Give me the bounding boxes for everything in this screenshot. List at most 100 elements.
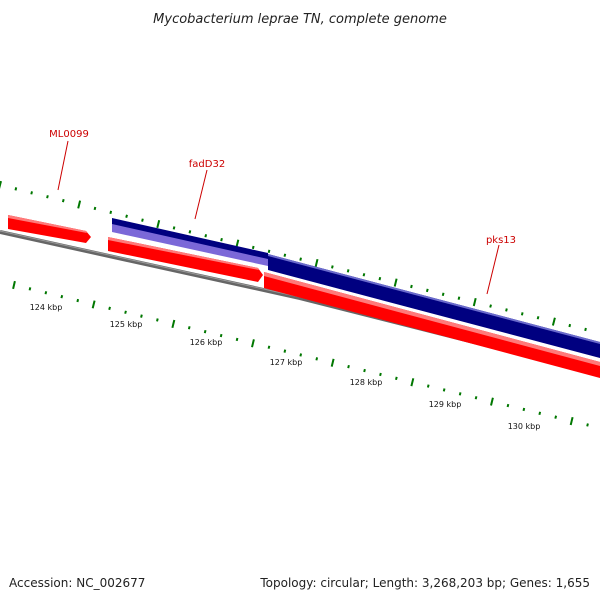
- gene-label-fadD32-leader: [194, 169, 208, 220]
- gene-label-ML0099[interactable]: ML0099: [49, 129, 89, 140]
- outer-track-minor-tick: [267, 249, 271, 254]
- forward-cds-fadD32[interactable]: [108, 237, 263, 282]
- tick-label-124kbp: 124 kbp: [30, 303, 63, 312]
- forward-cds-fadD32-highlight: [108, 237, 259, 270]
- outer-track-minor-tick: [93, 206, 97, 211]
- outer-track-minor-tick: [30, 191, 33, 195]
- inner-track-minor-tick: [554, 415, 558, 419]
- genome-summary-text: Topology: circular; Length: 3,268,203 bp…: [259, 576, 590, 590]
- inner-track-minor-tick: [474, 396, 478, 400]
- outer-track-major-tick: [156, 219, 161, 229]
- accession-text: Accession: NC_002677: [9, 576, 145, 590]
- outer-track-minor-tick: [299, 257, 302, 261]
- tick-label-125kbp: 125 kbp: [110, 320, 143, 329]
- forward-cds-ML0099[interactable]: [8, 215, 91, 243]
- outer-track-minor-tick: [505, 308, 508, 312]
- inner-track-minor-tick: [426, 384, 430, 388]
- outer-track-minor-tick: [141, 218, 144, 222]
- outer-track-minor-tick: [251, 245, 255, 250]
- reverse-cds-pks13[interactable]: [268, 254, 600, 358]
- outer-track-minor-tick: [520, 312, 524, 316]
- outer-track-minor-tick: [568, 323, 572, 328]
- outer-track-minor-tick: [489, 304, 492, 308]
- tick-label-129kbp: 129 kbp: [429, 400, 462, 409]
- tick-label-126kbp: 126 kbp: [190, 338, 223, 347]
- outer-track-minor-tick: [188, 230, 192, 234]
- inner-track-minor-tick: [140, 314, 143, 318]
- gene-label-pks13-leader: [486, 244, 500, 295]
- outer-track-major-tick: [314, 258, 319, 268]
- outer-track-minor-tick: [441, 292, 445, 297]
- outer-track-major-tick: [472, 297, 477, 307]
- forward-cds-ML0099-highlight: [8, 215, 87, 233]
- inner-track-minor-tick: [124, 310, 127, 314]
- outer-track-minor-tick: [220, 237, 223, 242]
- reverse-cds-fadD32-light: [112, 224, 268, 266]
- inner-track-minor-tick: [586, 423, 589, 427]
- reverse-cds-pks13-edge: [268, 254, 600, 344]
- outer-track-minor-tick: [346, 269, 350, 273]
- inner-track-major-tick: [410, 378, 415, 387]
- tick-label-128kbp: 128 kbp: [350, 378, 383, 387]
- tick-label-127kbp: 127 kbp: [270, 358, 303, 367]
- outer-track-major-tick: [393, 278, 398, 287]
- outer-track-minor-tick: [61, 198, 65, 203]
- outer-track-minor-tick: [410, 284, 413, 289]
- inner-track-minor-tick: [156, 318, 159, 322]
- inner-track-minor-tick: [44, 291, 48, 295]
- inner-track-minor-tick: [379, 372, 382, 377]
- outer-track-minor-tick: [425, 288, 429, 293]
- inner-track-minor-tick: [538, 411, 542, 416]
- inner-track-major-tick: [171, 319, 176, 329]
- inner-track-minor-tick: [267, 345, 271, 349]
- outer-track-minor-tick: [362, 273, 366, 277]
- map-title: Mycobacterium leprae TN, complete genome: [153, 12, 447, 27]
- outer-track-minor-tick: [378, 276, 382, 281]
- inner-track-minor-tick: [203, 329, 207, 334]
- outer-track-minor-tick: [536, 316, 540, 320]
- inner-track-major-tick: [330, 358, 335, 367]
- inner-track-minor-tick: [315, 357, 319, 361]
- inner-track-minor-tick: [458, 392, 462, 396]
- inner-track-minor-tick: [187, 326, 191, 330]
- inner-track-minor-tick: [347, 364, 350, 369]
- inner-track-major-tick: [569, 416, 574, 426]
- outer-track-minor-tick: [125, 214, 128, 218]
- outer-track-minor-tick: [14, 187, 18, 191]
- outer-track-major-tick: [551, 317, 556, 326]
- inner-track-minor-tick: [60, 294, 64, 299]
- outer-track-major-tick: [0, 180, 2, 190]
- outer-tick-track: [0, 180, 587, 332]
- inner-track-major-tick: [490, 397, 494, 406]
- outer-track-minor-tick: [109, 210, 113, 215]
- inner-track-minor-tick: [219, 333, 223, 338]
- outer-track-minor-tick: [584, 327, 587, 332]
- inner-track-minor-tick: [506, 403, 510, 408]
- outer-track-minor-tick: [46, 195, 49, 199]
- inner-track-major-tick: [12, 280, 16, 290]
- inner-track-minor-tick: [108, 306, 111, 311]
- inner-track-minor-tick: [522, 407, 526, 412]
- inner-track-minor-tick: [76, 298, 80, 303]
- forward-cds-pks13-highlight: [264, 272, 600, 366]
- inner-track-minor-tick: [363, 368, 366, 373]
- tick-label-130kbp: 130 kbp: [508, 422, 541, 431]
- gene-label-fadD32[interactable]: fadD32: [189, 159, 225, 170]
- inner-track-minor-tick: [299, 353, 303, 357]
- outer-track-minor-tick: [457, 296, 461, 300]
- gene-label-ML0099-leader: [57, 140, 69, 191]
- inner-track-minor-tick: [235, 337, 239, 342]
- outer-track-minor-tick: [204, 234, 208, 238]
- inner-track-major-tick: [91, 300, 96, 309]
- inner-tick-track: [12, 280, 589, 427]
- gene-label-pks13[interactable]: pks13: [486, 235, 516, 246]
- inner-track-minor-tick: [442, 388, 446, 392]
- outer-track-minor-tick: [283, 253, 287, 257]
- outer-track-major-tick: [77, 200, 82, 209]
- outer-track-minor-tick: [331, 265, 334, 269]
- inner-track-minor-tick: [28, 287, 32, 291]
- outer-track-minor-tick: [172, 226, 176, 230]
- inner-track-major-tick: [251, 339, 255, 348]
- inner-track-minor-tick: [283, 349, 287, 353]
